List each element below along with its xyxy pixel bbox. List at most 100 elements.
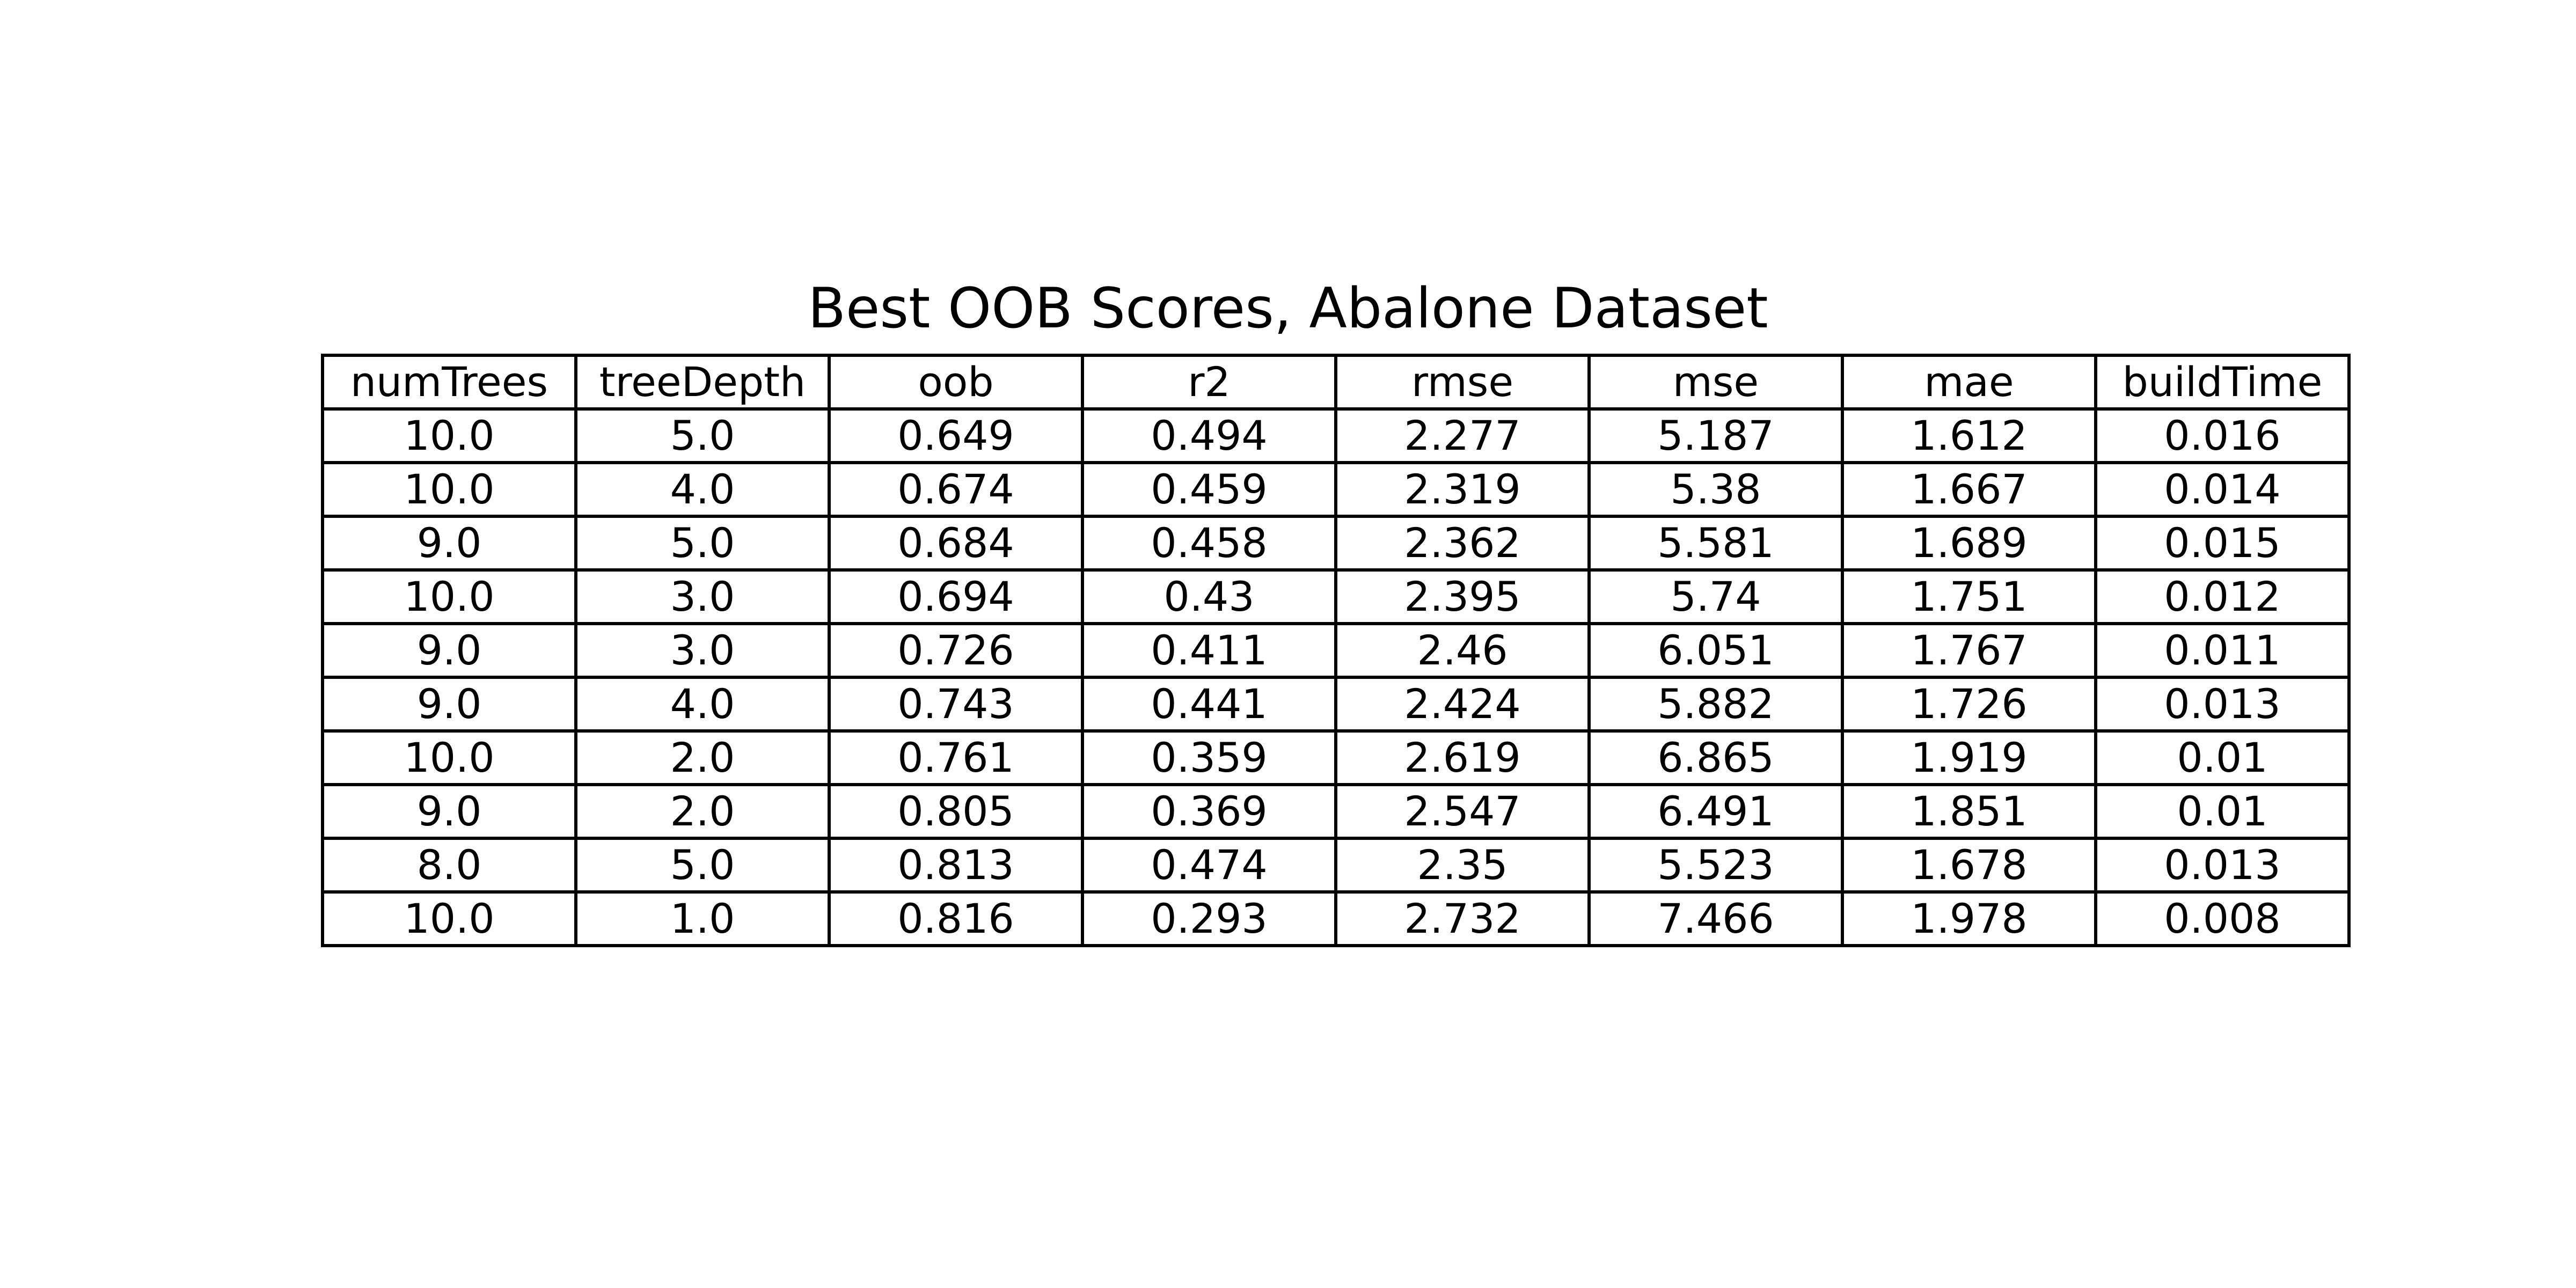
table-cell-buildtime: 0.015 (2094, 515, 2351, 572)
table-row: 10.0 3.0 0.694 0.43 2.395 5.74 1.751 0.012 (321, 568, 2351, 625)
table-body: 10.0 5.0 0.649 0.494 2.277 5.187 1.612 0.016 10.… (321, 407, 2351, 947)
column-header-mae: mae (1841, 354, 2097, 411)
table-cell-mae: 1.689 (1841, 515, 2097, 572)
table-cell-oob: 0.805 (828, 783, 1084, 840)
table-cell-oob: 0.813 (828, 837, 1084, 894)
table-cell-buildtime: 0.012 (2094, 568, 2351, 625)
table-cell-mse: 5.74 (1587, 568, 1844, 625)
table-cell-mae: 1.612 (1841, 407, 2097, 464)
table-cell-r2: 0.458 (1081, 515, 1337, 572)
table-cell-mse: 6.051 (1587, 622, 1844, 679)
header-row: numTrees treeDepth oob r2 rmse mse mae buildTim… (321, 354, 2351, 411)
table-row: 10.0 4.0 0.674 0.459 2.319 5.38 1.667 0.014 (321, 461, 2351, 518)
table-cell-r2: 0.369 (1081, 783, 1337, 840)
table-cell-oob: 0.684 (828, 515, 1084, 572)
column-header-mse: mse (1587, 354, 1844, 411)
table-cell-oob: 0.674 (828, 461, 1084, 518)
table-cell-rmse: 2.619 (1334, 729, 1591, 786)
column-header-buildtime: buildTime (2094, 354, 2351, 411)
column-header-numtrees: numTrees (321, 354, 577, 411)
table-cell-mse: 5.882 (1587, 676, 1844, 733)
table-cell-buildtime: 0.016 (2094, 407, 2351, 464)
table-cell-mse: 6.865 (1587, 729, 1844, 786)
table-cell-oob: 0.726 (828, 622, 1084, 679)
column-header-rmse: rmse (1334, 354, 1591, 411)
table-cell-rmse: 2.35 (1334, 837, 1591, 894)
table-cell-rmse: 2.424 (1334, 676, 1591, 733)
table-cell-oob: 0.649 (828, 407, 1084, 464)
table-cell-mae: 1.751 (1841, 568, 2097, 625)
table-row: 10.0 2.0 0.761 0.359 2.619 6.865 1.919 0.01 (321, 729, 2351, 786)
table-row: 9.0 5.0 0.684 0.458 2.362 5.581 1.689 0.015 (321, 515, 2351, 572)
table-cell-r2: 0.43 (1081, 568, 1337, 625)
table-cell-numtrees: 10.0 (321, 568, 577, 625)
table-cell-treedepth: 5.0 (574, 515, 831, 572)
table-row: 9.0 2.0 0.805 0.369 2.547 6.491 1.851 0.01 (321, 783, 2351, 840)
table-cell-oob: 0.743 (828, 676, 1084, 733)
table-cell-mse: 5.38 (1587, 461, 1844, 518)
table-cell-numtrees: 9.0 (321, 622, 577, 679)
table-cell-mae: 1.678 (1841, 837, 2097, 894)
table-cell-oob: 0.694 (828, 568, 1084, 625)
column-header-treedepth: treeDepth (574, 354, 831, 411)
table-cell-treedepth: 3.0 (574, 622, 831, 679)
table-cell-r2: 0.359 (1081, 729, 1337, 786)
table-cell-numtrees: 9.0 (321, 783, 577, 840)
table-cell-oob: 0.761 (828, 729, 1084, 786)
table-cell-numtrees: 8.0 (321, 837, 577, 894)
table-cell-buildtime: 0.014 (2094, 461, 2351, 518)
table-cell-treedepth: 4.0 (574, 461, 831, 518)
table-row: 9.0 4.0 0.743 0.441 2.424 5.882 1.726 0.013 (321, 676, 2351, 733)
table-cell-buildtime: 0.013 (2094, 676, 2351, 733)
table-cell-treedepth: 2.0 (574, 729, 831, 786)
table-cell-r2: 0.293 (1081, 890, 1337, 947)
table-row: 10.0 5.0 0.649 0.494 2.277 5.187 1.612 0.016 (321, 407, 2351, 464)
table-cell-mse: 5.581 (1587, 515, 1844, 572)
table-cell-rmse: 2.732 (1334, 890, 1591, 947)
table-cell-rmse: 2.46 (1334, 622, 1591, 679)
table-cell-mae: 1.978 (1841, 890, 2097, 947)
table-cell-numtrees: 10.0 (321, 461, 577, 518)
table-cell-treedepth: 2.0 (574, 783, 831, 840)
table-cell-treedepth: 1.0 (574, 890, 831, 947)
table-cell-mse: 5.523 (1587, 837, 1844, 894)
table-cell-r2: 0.411 (1081, 622, 1337, 679)
table-cell-rmse: 2.319 (1334, 461, 1591, 518)
table-cell-numtrees: 10.0 (321, 729, 577, 786)
table-cell-numtrees: 9.0 (321, 515, 577, 572)
table-row: 9.0 3.0 0.726 0.411 2.46 6.051 1.767 0.011 (321, 622, 2351, 679)
table-cell-mae: 1.667 (1841, 461, 2097, 518)
table-cell-buildtime: 0.01 (2094, 729, 2351, 786)
table-cell-mae: 1.726 (1841, 676, 2097, 733)
table-cell-r2: 0.474 (1081, 837, 1337, 894)
table-cell-mse: 7.466 (1587, 890, 1844, 947)
table-cell-rmse: 2.277 (1334, 407, 1591, 464)
table-cell-buildtime: 0.011 (2094, 622, 2351, 679)
table-cell-treedepth: 3.0 (574, 568, 831, 625)
table-cell-buildtime: 0.008 (2094, 890, 2351, 947)
table-cell-buildtime: 0.01 (2094, 783, 2351, 840)
chart-title: Best OOB Scores, Abalone Dataset (808, 276, 1768, 341)
table-cell-mae: 1.851 (1841, 783, 2097, 840)
table-cell-rmse: 2.395 (1334, 568, 1591, 625)
table-cell-oob: 0.816 (828, 890, 1084, 947)
table-cell-mse: 5.187 (1587, 407, 1844, 464)
table-cell-r2: 0.441 (1081, 676, 1337, 733)
table-row: 8.0 5.0 0.813 0.474 2.35 5.523 1.678 0.013 (321, 837, 2351, 894)
table-cell-numtrees: 10.0 (321, 407, 577, 464)
table-cell-buildtime: 0.013 (2094, 837, 2351, 894)
results-table: numTrees treeDepth oob r2 rmse mse mae buildTim… (321, 354, 2351, 947)
table-cell-rmse: 2.362 (1334, 515, 1591, 572)
table-cell-numtrees: 10.0 (321, 890, 577, 947)
table-cell-mae: 1.919 (1841, 729, 2097, 786)
table-cell-rmse: 2.547 (1334, 783, 1591, 840)
table-row: 10.0 1.0 0.816 0.293 2.732 7.466 1.978 0.008 (321, 890, 2351, 947)
table-cell-r2: 0.494 (1081, 407, 1337, 464)
table-cell-treedepth: 5.0 (574, 407, 831, 464)
column-header-r2: r2 (1081, 354, 1337, 411)
table-cell-mse: 6.491 (1587, 783, 1844, 840)
table-cell-r2: 0.459 (1081, 461, 1337, 518)
table-cell-treedepth: 5.0 (574, 837, 831, 894)
table-cell-treedepth: 4.0 (574, 676, 831, 733)
column-header-oob: oob (828, 354, 1084, 411)
